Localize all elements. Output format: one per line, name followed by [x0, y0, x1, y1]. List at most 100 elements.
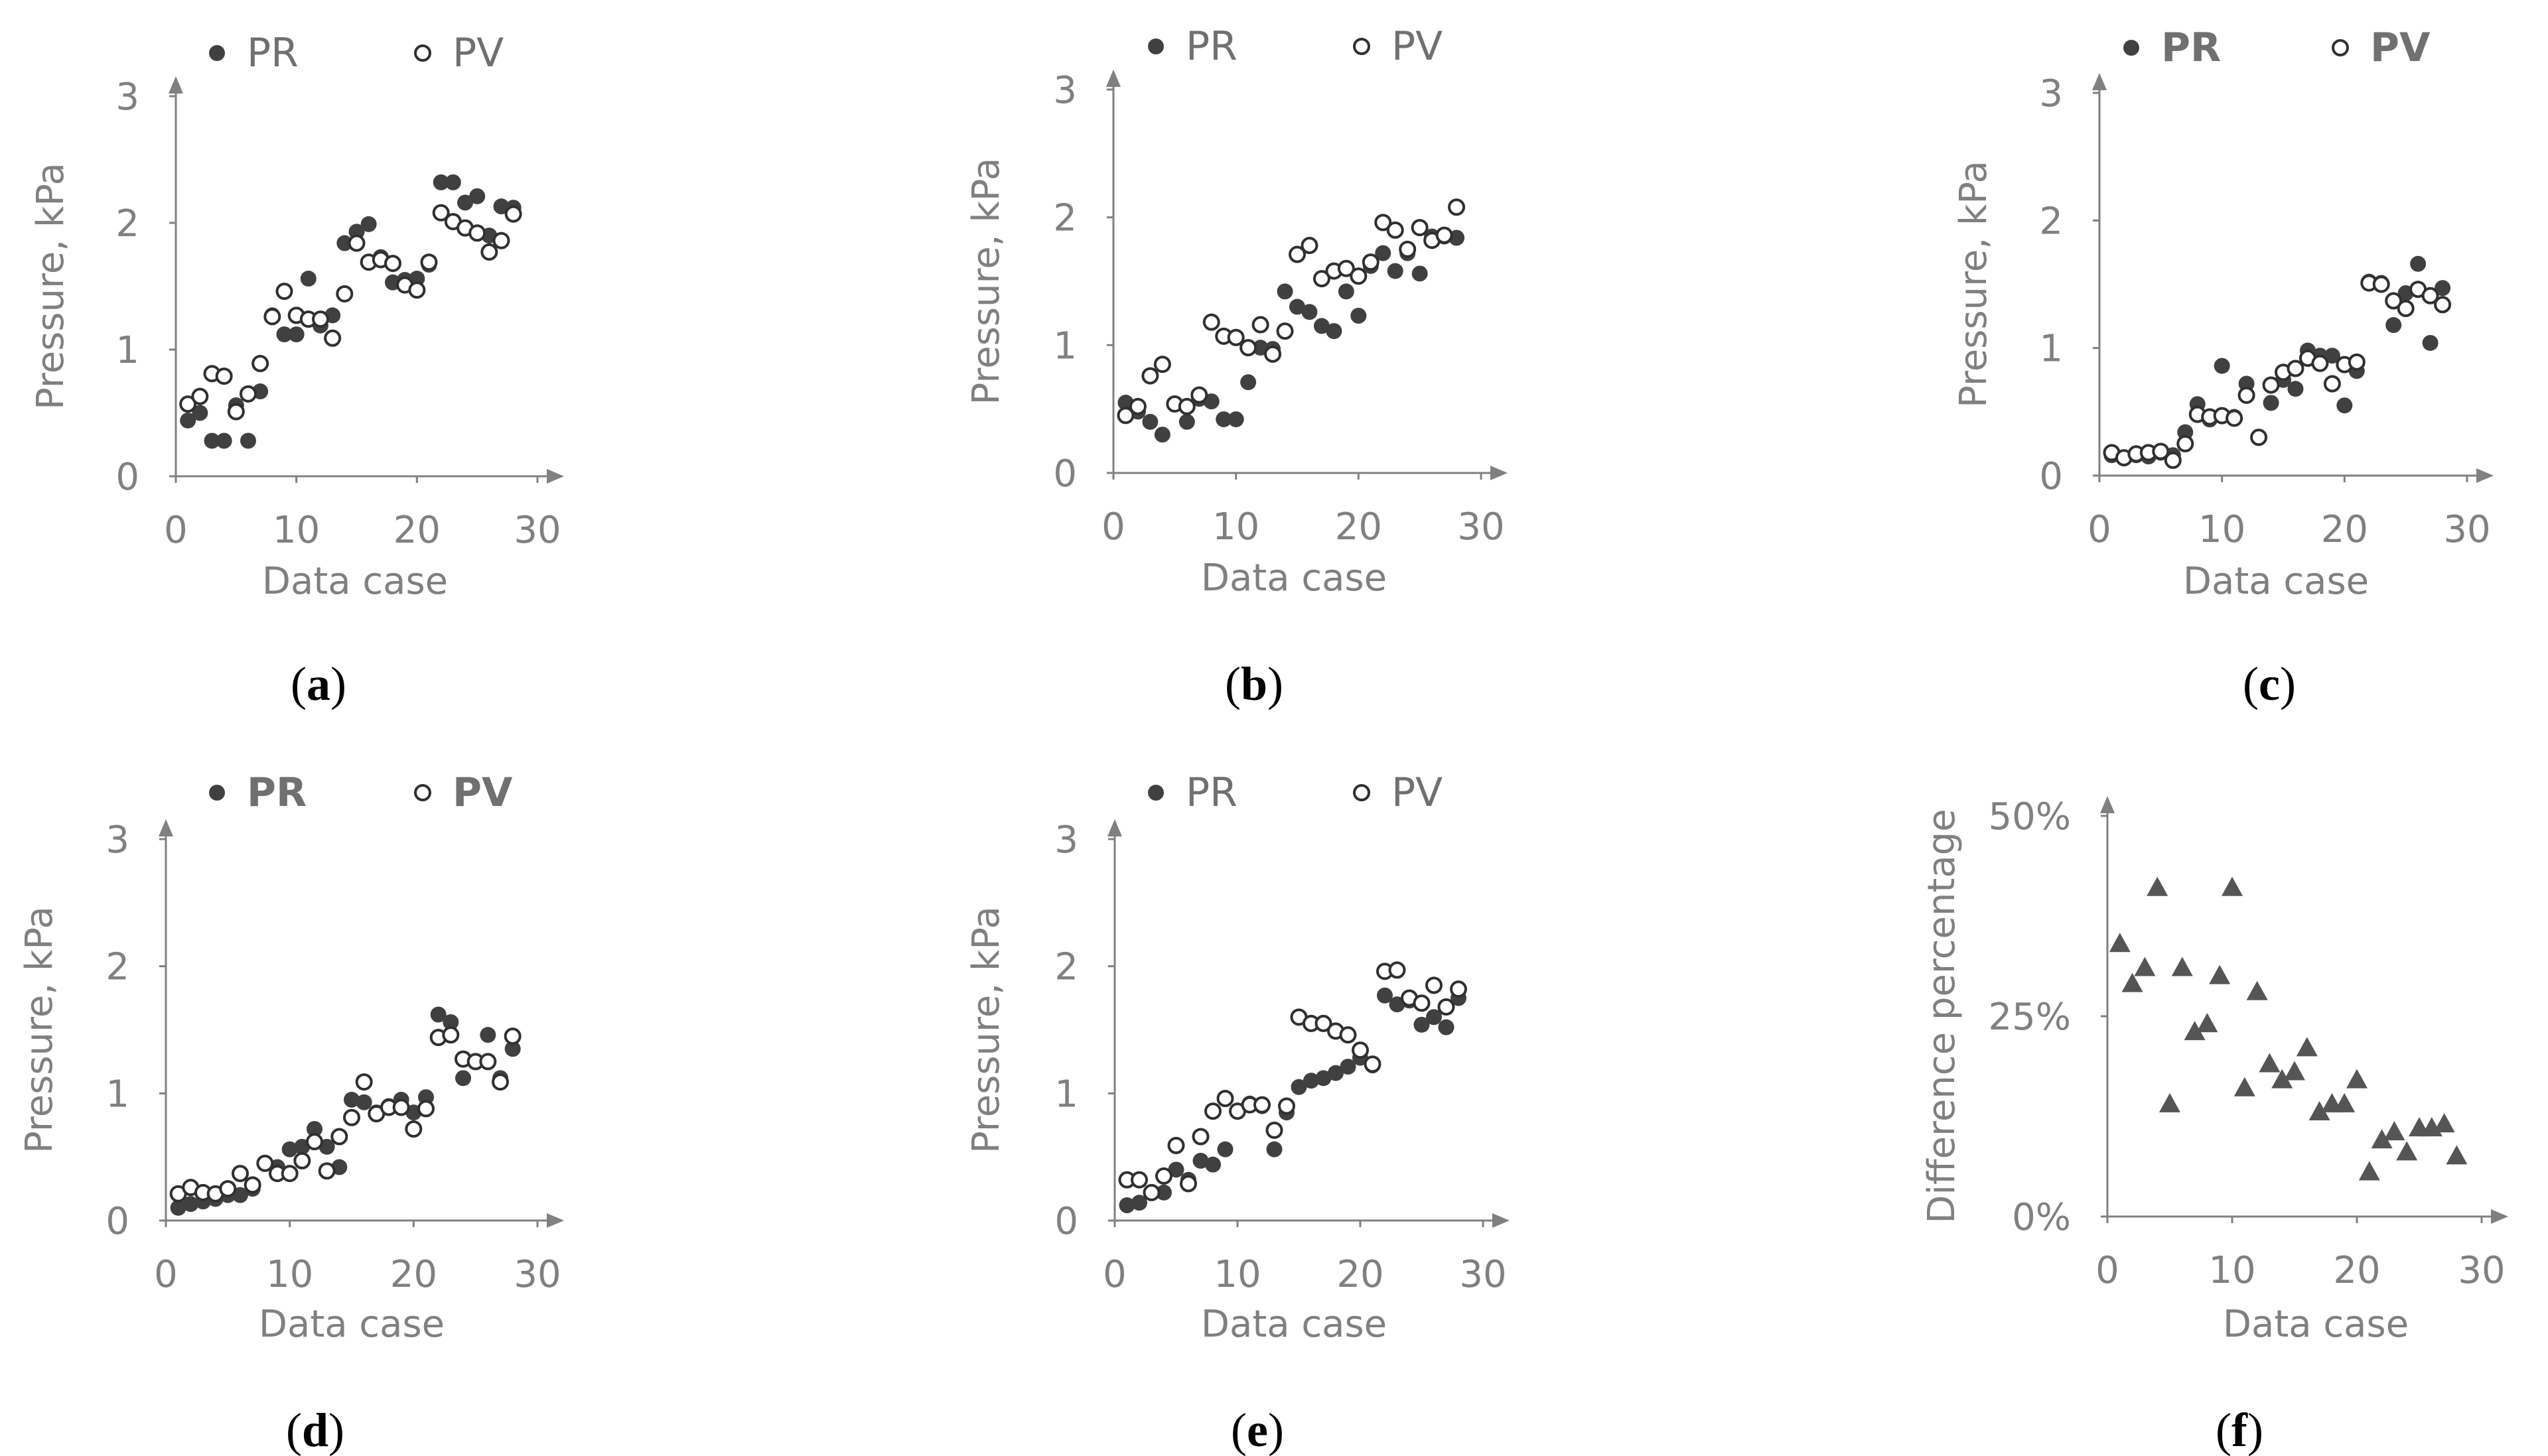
- data-point-pr: [2287, 381, 2304, 397]
- data-point-pv: [504, 205, 522, 223]
- data-point-pr: [1156, 1184, 1172, 1201]
- data-point-pv: [2421, 287, 2439, 304]
- data-point-difference: [2184, 1021, 2206, 1041]
- data-point-pv: [2372, 275, 2390, 293]
- x-tick-label: 20: [393, 509, 441, 552]
- data-point-pv: [2152, 442, 2170, 460]
- data-point-difference: [2271, 1069, 2293, 1089]
- data-point-pv: [1155, 1167, 1172, 1185]
- data-point-pv: [1265, 1121, 1283, 1139]
- data-point-pr: [1277, 283, 1293, 300]
- data-point-pv: [2434, 296, 2452, 314]
- data-point-pr: [2422, 334, 2439, 351]
- y-tick-label: 1: [115, 329, 139, 372]
- caption-paren-close: ): [330, 657, 346, 710]
- y-tick-label: 1: [2039, 328, 2063, 371]
- x-tick-label: 20: [1335, 505, 1382, 549]
- y-tick-label: 0: [115, 456, 139, 499]
- data-point-pr: [1205, 1156, 1221, 1173]
- data-point-pv: [1312, 270, 1330, 288]
- data-point-difference: [2109, 933, 2131, 953]
- x-tick-label: 20: [2333, 1249, 2380, 1292]
- data-point-difference: [2284, 1061, 2305, 1081]
- chart-panel-f: 0 10 20 30 0% 25% 50% Data case Difference perce…: [1920, 795, 2508, 1456]
- data-point-pr: [493, 198, 510, 215]
- data-point-difference: [2222, 876, 2243, 896]
- data-point-pr: [1142, 413, 1159, 430]
- caption-a: (a): [291, 657, 346, 710]
- y-axis-label: Difference percentage: [1920, 809, 1963, 1223]
- data-point-pv: [1337, 259, 1355, 277]
- data-point-pv: [1192, 1128, 1210, 1146]
- data-point-pv: [1388, 961, 1406, 979]
- legend-label-pv: PV: [2370, 25, 2431, 71]
- x-axis-label: Data case: [2223, 1303, 2409, 1346]
- caption-paren-close: ): [328, 1404, 344, 1456]
- data-point-pr: [300, 271, 317, 287]
- data-point-pv: [1350, 267, 1368, 285]
- data-point-pv: [256, 1154, 274, 1172]
- data-point-pv: [1386, 221, 1404, 239]
- caption-letter: d: [302, 1404, 328, 1456]
- data-point-pr: [1438, 1019, 1454, 1035]
- caption-letter: a: [307, 657, 330, 710]
- caption-paren-open: (: [286, 1404, 302, 1456]
- data-point-pv: [1411, 219, 1429, 237]
- data-point-pv: [1253, 1096, 1271, 1114]
- data-point-pr: [216, 432, 232, 449]
- data-point-pv: [1276, 322, 1294, 340]
- data-point-difference: [2296, 1037, 2318, 1057]
- x-tick-label: 0: [2088, 508, 2111, 551]
- data-point-pv: [1204, 1102, 1222, 1120]
- legend-marker-pv: [414, 44, 431, 62]
- data-point-pv: [384, 255, 401, 273]
- legend-marker-pv: [1353, 38, 1370, 55]
- data-point-pv: [1153, 356, 1171, 373]
- data-point-pr: [170, 1199, 186, 1216]
- chart-panel-b: 0 10 20 30 0 1 2 3 Data case Pressure, kPa PR PV (b): [965, 23, 1508, 710]
- y-axis-arrow: [169, 76, 183, 94]
- data-point-pr: [1411, 265, 1428, 282]
- y-tick-label: 2: [1053, 197, 1077, 240]
- data-point-pr: [281, 1141, 298, 1158]
- legend-label-pv: PV: [1391, 769, 1443, 816]
- data-point-pv: [1278, 1097, 1295, 1115]
- legend-label-pr: PR: [247, 769, 307, 816]
- data-point-pv: [336, 285, 354, 302]
- y-tick-label: 3: [115, 76, 139, 119]
- y-tick-label: 2: [115, 202, 139, 245]
- data-point-difference: [2233, 1077, 2255, 1096]
- data-point-pv: [432, 204, 450, 222]
- data-point-pv: [1448, 198, 1466, 216]
- y-tick-label: 3: [2039, 72, 2063, 115]
- data-point-difference: [2121, 972, 2143, 992]
- y-tick-label: 50%: [1989, 795, 2071, 838]
- data-point-difference: [2308, 1100, 2330, 1120]
- data-point-pr: [1240, 374, 1257, 391]
- data-point-difference: [2171, 957, 2193, 976]
- data-point-pv: [492, 232, 510, 249]
- data-point-pv: [1352, 1041, 1369, 1059]
- caption-letter: e: [1247, 1404, 1268, 1456]
- data-point-pv: [2397, 300, 2415, 318]
- data-point-pv: [2323, 375, 2341, 393]
- data-point-pr: [2263, 395, 2279, 411]
- data-point-pr: [2214, 358, 2230, 374]
- data-point-pv: [1251, 316, 1269, 334]
- caption-paren-open: (: [1231, 1404, 1247, 1456]
- x-tick-label: 30: [514, 1253, 561, 1296]
- data-point-pv: [1178, 397, 1196, 415]
- data-point-pr: [1413, 1016, 1430, 1033]
- caption-paren-close: ): [1268, 1404, 1284, 1456]
- legend-marker-pr: [1148, 785, 1164, 801]
- data-point-pv: [1339, 1026, 1357, 1044]
- data-point-pv: [417, 1100, 435, 1118]
- x-tick-label: 20: [1336, 1253, 1383, 1296]
- data-point-pr: [445, 174, 461, 190]
- data-point-pr: [430, 1006, 447, 1023]
- caption-paren-close: ): [2280, 657, 2296, 710]
- caption-c: (c): [2243, 657, 2296, 710]
- data-point-pv: [1167, 1136, 1185, 1154]
- data-point-difference: [2446, 1145, 2468, 1165]
- y-axis-arrow: [2100, 796, 2115, 813]
